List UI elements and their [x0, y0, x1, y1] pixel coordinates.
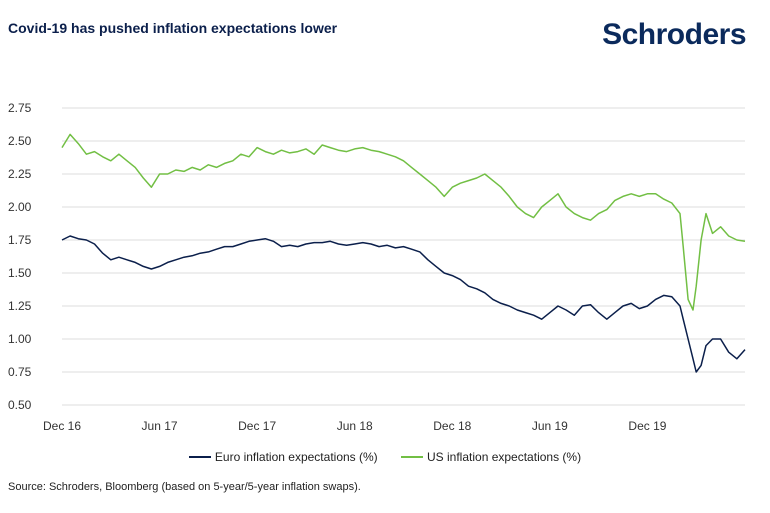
series-lines	[61, 133, 746, 373]
x-tick-label: Dec 18	[433, 419, 471, 433]
y-tick-label: 1.50	[8, 266, 32, 280]
legend: Euro inflation expectations (%) US infla…	[0, 447, 770, 464]
source-note: Source: Schroders, Bloomberg (based on 5…	[8, 481, 361, 493]
x-axis-ticks: Dec 16 Jun 17 Dec 17 Jun 18 Dec 18 Jun 19 Dec …	[43, 419, 667, 433]
y-tick-label: 1.00	[8, 332, 32, 346]
legend-item-euro: Euro inflation expectations (%)	[188, 450, 378, 464]
y-tick-label: 0.75	[8, 365, 32, 379]
y-tick-label: 1.75	[8, 233, 32, 247]
x-tick-label: Jun 19	[532, 419, 568, 433]
y-tick-label: 2.25	[8, 167, 32, 181]
legend-swatch-euro	[188, 456, 211, 458]
us-series-line	[61, 133, 746, 311]
y-tick-label: 2.00	[8, 200, 32, 214]
x-tick-label: Dec 16	[43, 419, 81, 433]
y-tick-label: 2.75	[8, 101, 32, 115]
x-tick-label: Jun 17	[142, 419, 178, 433]
chart-title: Covid-19 has pushed inflation expectatio…	[8, 20, 338, 36]
legend-label-us: US inflation expectations (%)	[427, 450, 582, 464]
y-axis-ticks: 0.50 0.75 1.00 1.25 1.50 1.75 2.00 2.25 2.50 2.75	[8, 101, 32, 412]
euro-series-line	[61, 235, 746, 373]
y-tick-label: 0.50	[8, 398, 32, 412]
x-tick-label: Dec 17	[238, 419, 276, 433]
legend-swatch-us	[401, 456, 423, 458]
gridlines	[62, 107, 745, 406]
y-tick-label: 2.50	[8, 134, 32, 148]
x-tick-label: Dec 19	[628, 419, 666, 433]
legend-label-euro: Euro inflation expectations (%)	[214, 450, 378, 464]
y-tick-label: 1.25	[8, 299, 32, 313]
legend-item-us: US inflation expectations (%)	[401, 450, 581, 464]
schroders-logo: Schroders	[602, 18, 746, 51]
x-tick-label: Jun 18	[337, 419, 373, 433]
